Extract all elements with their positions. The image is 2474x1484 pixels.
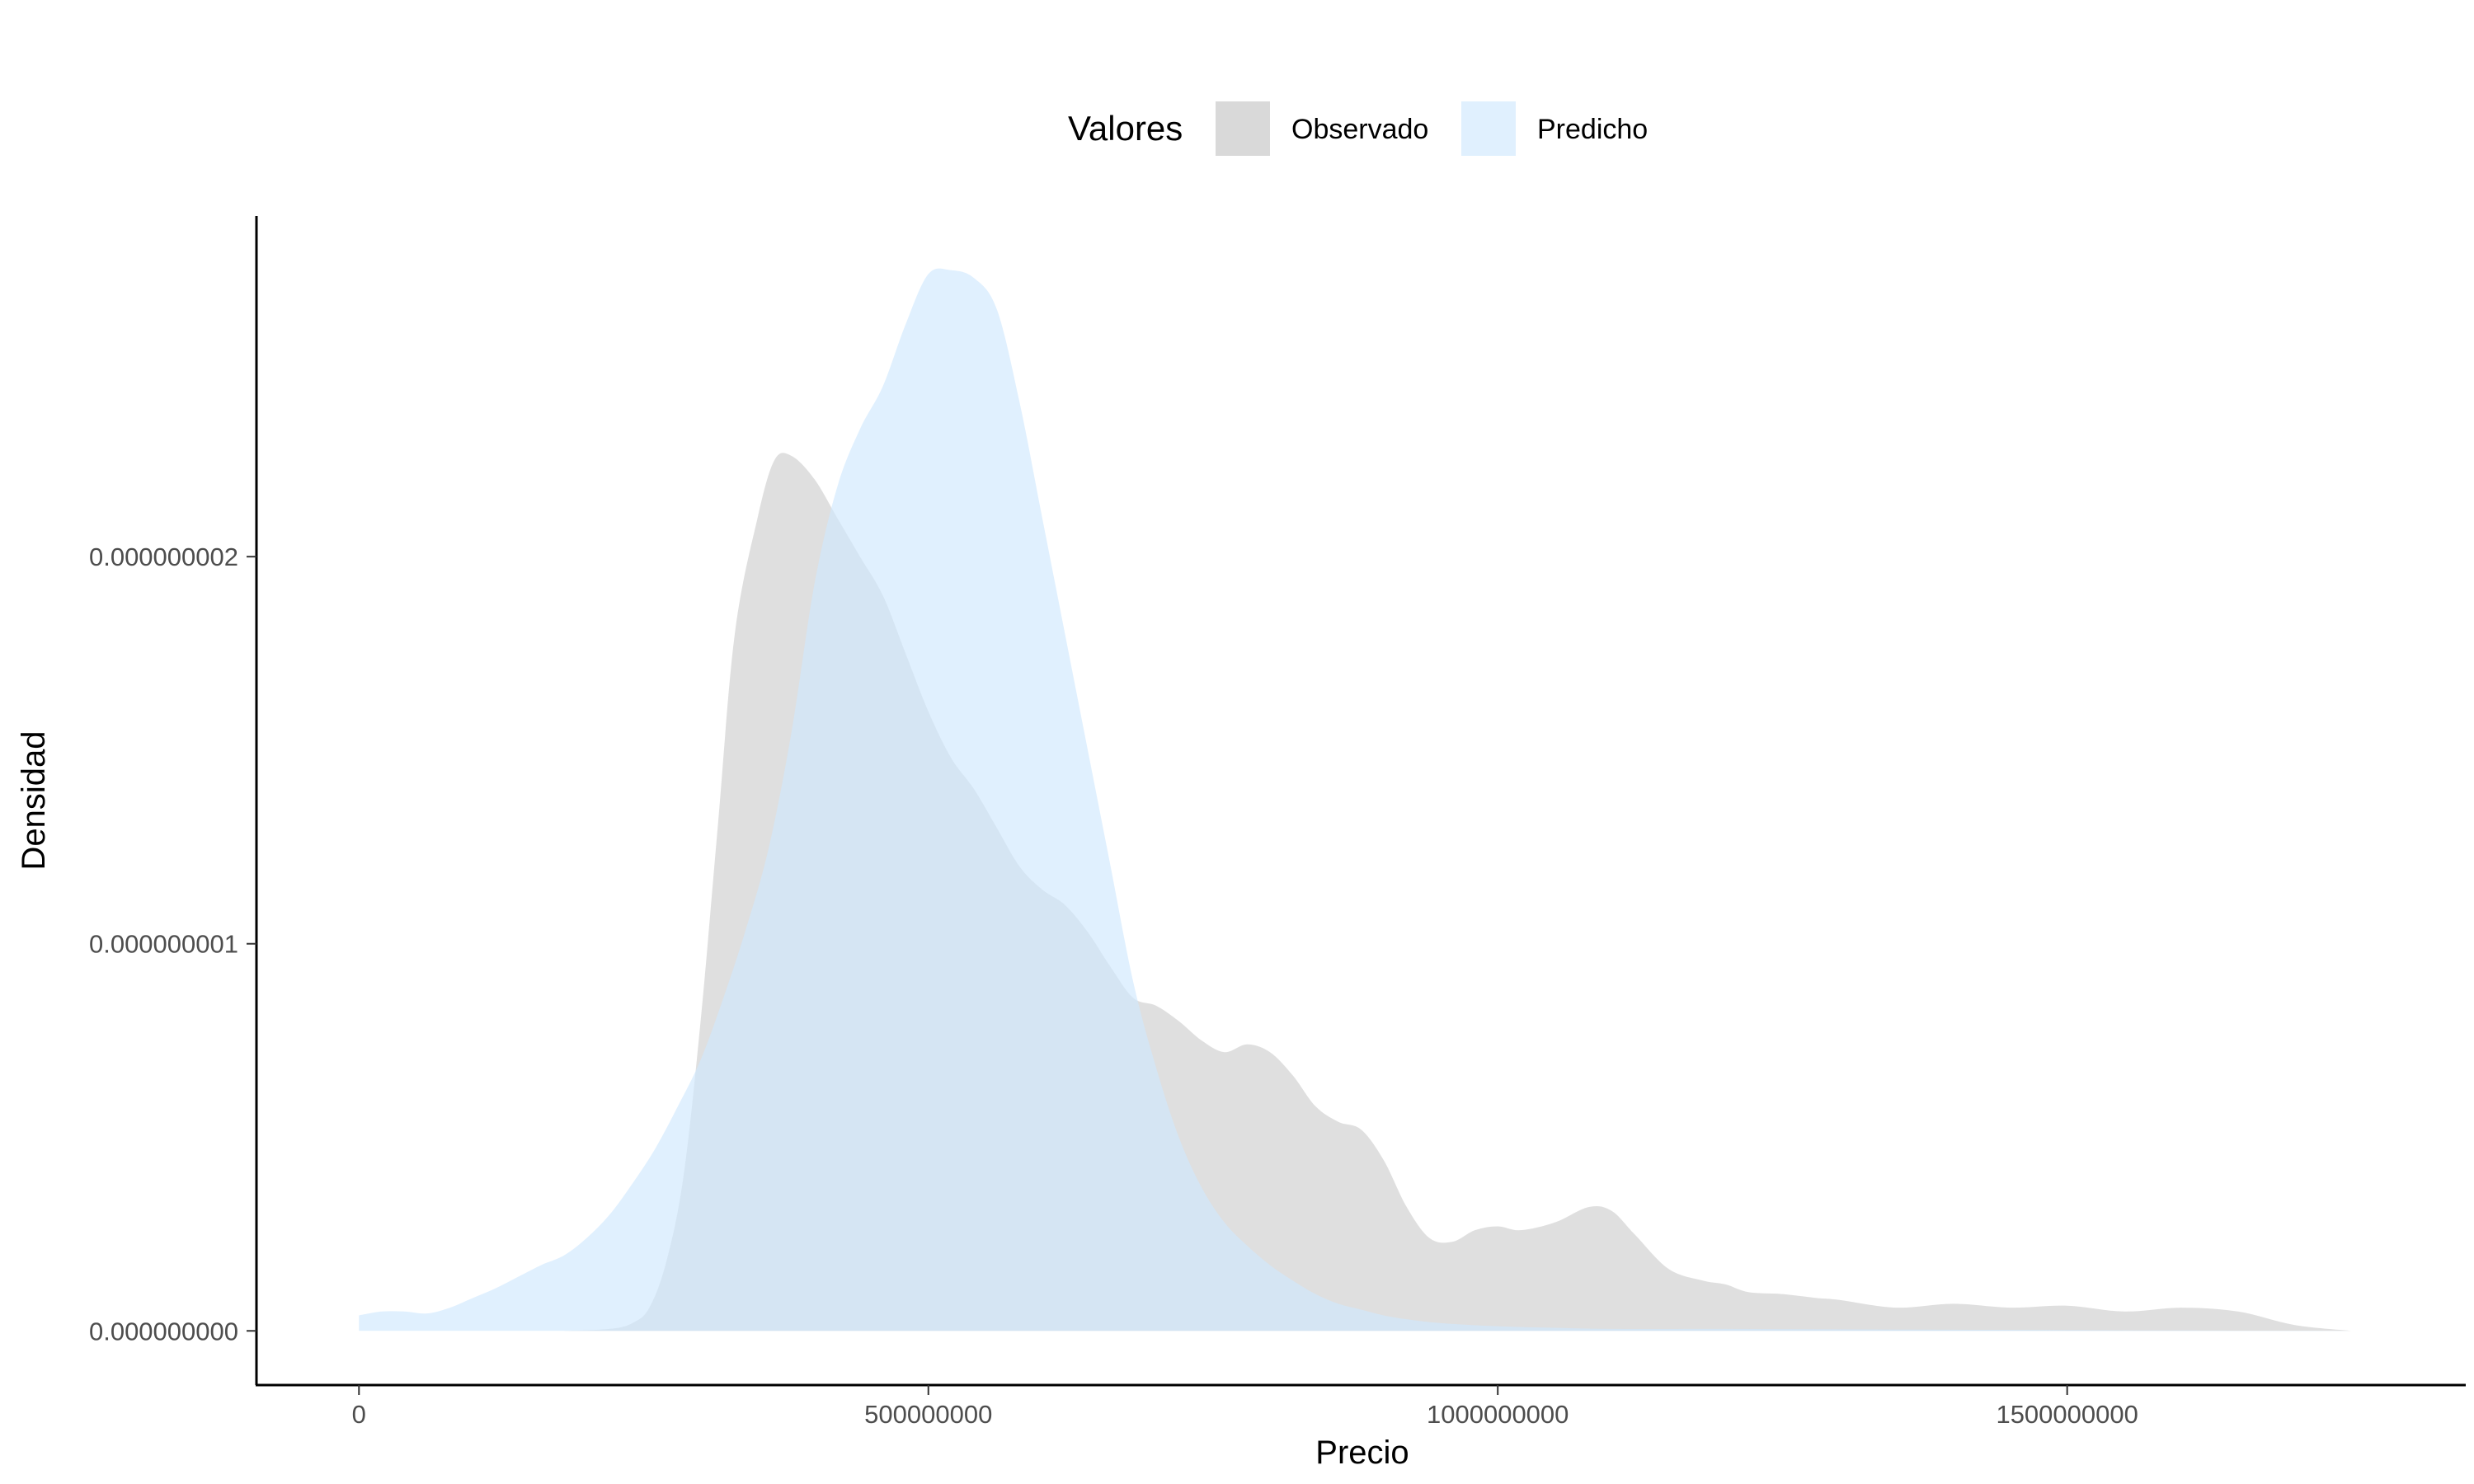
legend: Valores Observado Predicho <box>1068 101 1648 156</box>
x-axis-ticks: 0 500000000 1000000000 1500000000 <box>352 1385 2138 1429</box>
y-axis-title: Densidad <box>16 730 52 870</box>
x-tick-label: 0 <box>352 1400 366 1429</box>
x-tick-label: 1500000000 <box>1996 1400 2138 1429</box>
y-tick-label: 0.000000002 <box>89 542 238 571</box>
density-area-predicho <box>359 268 2352 1331</box>
plot-area <box>359 268 2352 1331</box>
x-tick-label: 500000000 <box>864 1400 992 1429</box>
x-tick-label: 1000000000 <box>1427 1400 1569 1429</box>
y-axis-ticks: 0.000000000 0.000000001 0.000000002 <box>89 542 256 1345</box>
legend-label-predicho: Predicho <box>1537 114 1648 145</box>
legend-swatch-predicho <box>1461 101 1516 156</box>
y-tick-label: 0.000000001 <box>89 930 238 959</box>
y-tick-label: 0.000000000 <box>89 1317 238 1345</box>
legend-title: Valores <box>1068 109 1183 148</box>
x-axis-title: Precio <box>1315 1435 1409 1471</box>
legend-swatch-observado <box>1216 101 1270 156</box>
legend-label-observado: Observado <box>1291 114 1428 145</box>
